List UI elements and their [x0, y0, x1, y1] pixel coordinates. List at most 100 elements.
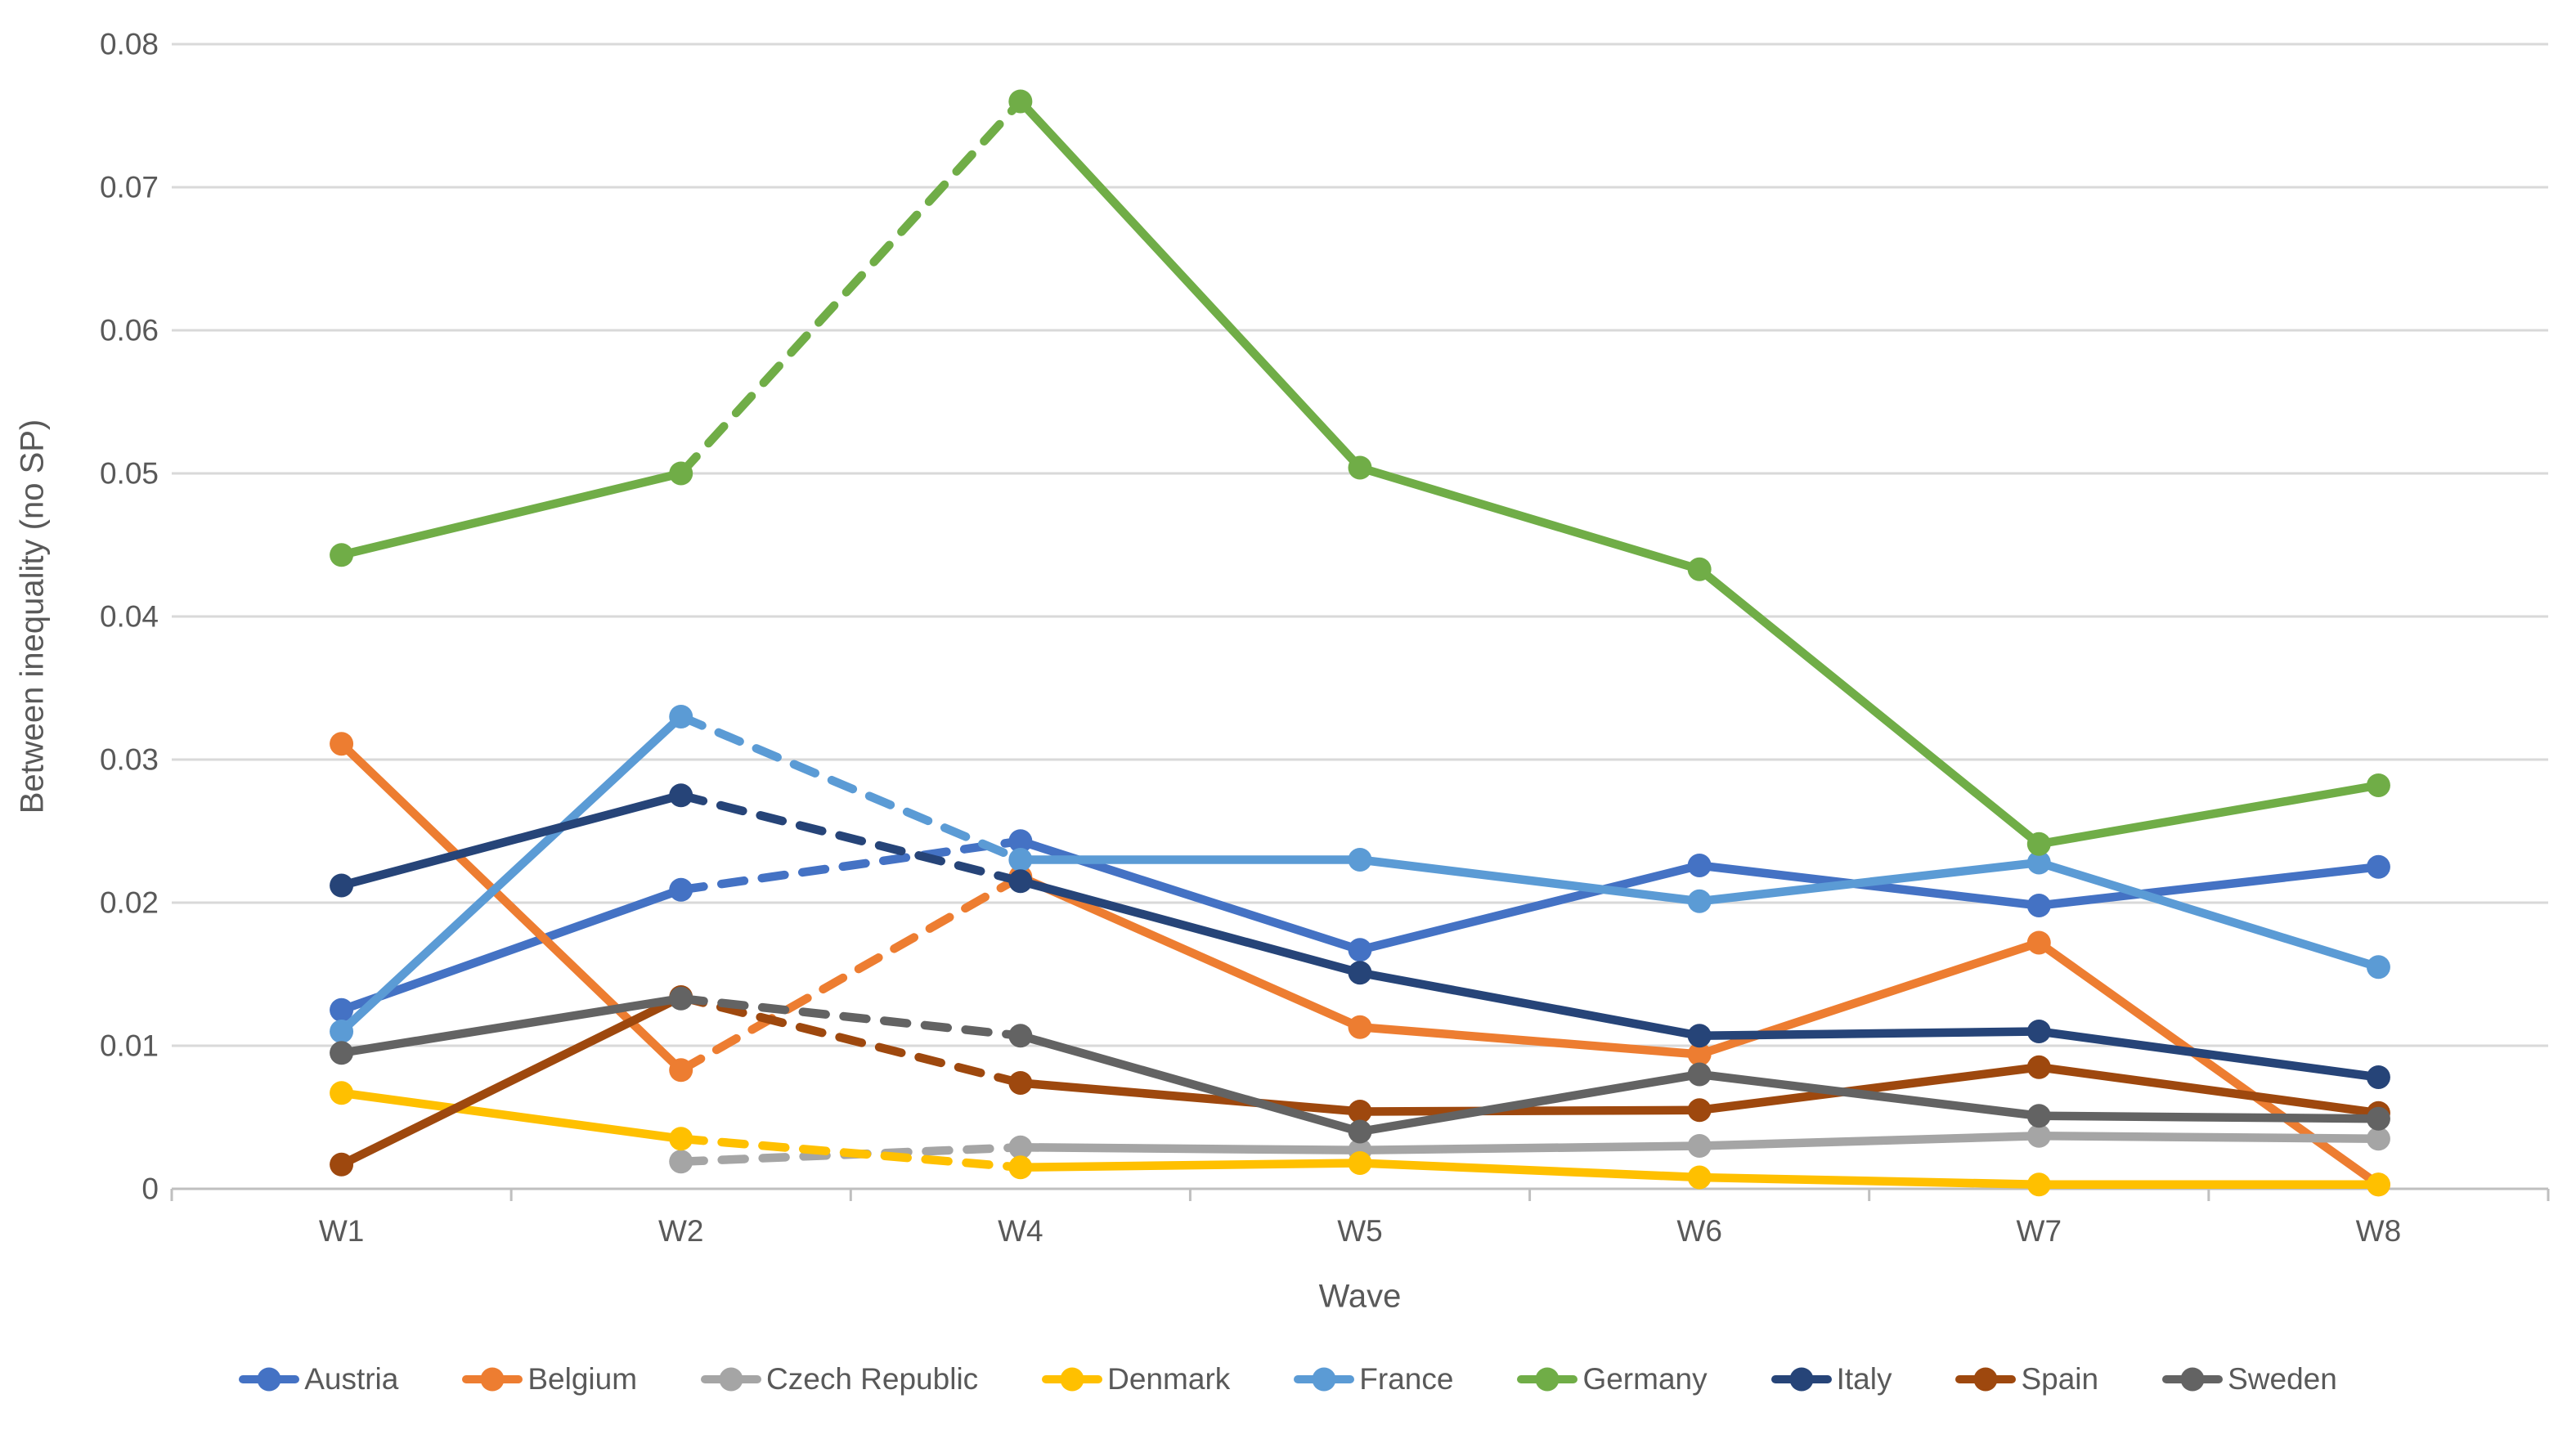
- data-point-denmark-w2: [669, 1127, 693, 1151]
- legend-item-denmark: Denmark: [1042, 1362, 1230, 1396]
- data-point-denmark-w1: [330, 1081, 354, 1105]
- data-point-spain-w5: [1348, 1100, 1372, 1123]
- legend-marker-icon: [239, 1367, 300, 1392]
- legend-dot-icon: [1060, 1367, 1084, 1392]
- series-segment-denmark: [1016, 1159, 1365, 1172]
- y-tick-label: 0.04: [100, 600, 159, 634]
- y-tick-label: 0: [141, 1172, 159, 1206]
- y-tick-label: 0.06: [100, 314, 159, 347]
- legend-item-austria: Austria: [239, 1362, 398, 1396]
- series-segment-austria: [337, 885, 685, 1015]
- data-point-sweden-w6: [1687, 1062, 1712, 1087]
- data-point-czech-republic-w8: [2366, 1127, 2390, 1151]
- data-point-austria-w7: [2026, 894, 2051, 917]
- data-point-denmark-w4: [1008, 1155, 1033, 1180]
- data-point-italy-w5: [1348, 961, 1372, 985]
- legend-marker-icon: [1770, 1367, 1832, 1392]
- data-point-austria-w2: [669, 877, 693, 902]
- series-segment-austria: [676, 836, 1025, 894]
- legend-marker-icon: [1042, 1367, 1103, 1392]
- data-point-france-w4: [1008, 848, 1033, 872]
- legend-label: France: [1359, 1362, 1454, 1396]
- data-point-austria-w4: [1008, 829, 1033, 854]
- x-tick-label: W6: [1676, 1214, 1722, 1248]
- data-point-italy-w8: [2366, 1065, 2390, 1089]
- series-segment-france: [337, 712, 685, 1036]
- legend-dot-icon: [2180, 1367, 2205, 1392]
- y-tick-label: 0.02: [100, 886, 159, 920]
- data-point-italy-w6: [1687, 1024, 1712, 1048]
- series-segment-sweden: [1355, 1069, 1704, 1136]
- series-segment-belgium: [337, 739, 685, 1074]
- legend-dot-icon: [1312, 1367, 1336, 1392]
- y-axis-title: Between inequality (no SP): [14, 419, 51, 814]
- x-tick-label: W5: [1337, 1214, 1383, 1248]
- data-point-france-w7: [2026, 850, 2051, 875]
- series-segment-sweden: [337, 994, 685, 1057]
- series-segment-denmark: [1355, 1159, 1704, 1182]
- series-segment-germany: [337, 468, 685, 559]
- legend-item-spain: Spain: [1955, 1362, 2098, 1396]
- series-segment-italy: [1016, 876, 1365, 977]
- data-point-spain-w6: [1687, 1098, 1712, 1123]
- data-point-austria-w8: [2366, 854, 2390, 879]
- data-point-germany-w4: [1008, 89, 1033, 114]
- data-point-spain-w1: [330, 1152, 354, 1177]
- series-segment-spain: [676, 993, 1025, 1087]
- series-segment-denmark: [676, 1134, 1025, 1172]
- data-point-denmark-w6: [1687, 1165, 1712, 1190]
- data-point-italy-w1: [330, 873, 354, 898]
- series-segment-sweden: [1016, 1031, 1365, 1136]
- legend-label: Denmark: [1107, 1362, 1231, 1396]
- series-segment-belgium: [676, 872, 1025, 1074]
- x-tick-label: W2: [658, 1214, 704, 1248]
- y-tick-label: 0.07: [100, 171, 159, 204]
- series-segment-germany: [676, 96, 1025, 478]
- data-point-sweden-w8: [2366, 1106, 2390, 1131]
- legend-marker-icon: [1517, 1367, 1578, 1392]
- data-point-sweden-w1: [330, 1041, 354, 1065]
- data-point-france-w5: [1348, 848, 1372, 872]
- data-point-denmark-w8: [2366, 1172, 2390, 1197]
- data-point-france-w1: [330, 1020, 354, 1043]
- series-segment-italy: [337, 791, 685, 890]
- series-segment-italy: [2035, 1027, 2383, 1082]
- legend-label: Belgium: [527, 1362, 638, 1396]
- legend-dot-icon: [257, 1367, 281, 1392]
- series-segment-belgium: [1016, 872, 1365, 1032]
- data-point-spain-w7: [2026, 1055, 2051, 1079]
- series-segment-denmark: [337, 1088, 685, 1143]
- data-point-sweden-w4: [1008, 1024, 1033, 1048]
- series-segment-spain: [2035, 1063, 2383, 1118]
- legend-label: Sweden: [2228, 1362, 2337, 1396]
- data-point-italy-w2: [669, 783, 693, 808]
- data-point-france-w2: [669, 705, 693, 728]
- series-segment-czech-republic: [1016, 1143, 1365, 1154]
- data-point-belgium-w6: [1687, 1042, 1712, 1066]
- series-segment-germany: [1694, 565, 2044, 849]
- series-segment-italy: [676, 791, 1025, 885]
- data-point-italy-w7: [2026, 1020, 2051, 1043]
- series-segment-czech-republic: [1355, 1141, 1704, 1154]
- series-segment-spain: [337, 993, 685, 1169]
- legend-label: Spain: [2021, 1362, 2099, 1396]
- series-segment-france: [2035, 858, 2383, 971]
- y-tick-label: 0.05: [100, 457, 159, 491]
- x-tick-label: W8: [2356, 1214, 2402, 1248]
- legend-item-germany: Germany: [1517, 1362, 1708, 1396]
- data-point-belgium-w2: [669, 1058, 693, 1083]
- y-tick-label: 0.08: [100, 28, 159, 61]
- legend-label: Czech Republic: [766, 1362, 979, 1396]
- series-segment-austria: [2035, 863, 2383, 910]
- data-point-czech-republic-w7: [2026, 1123, 2051, 1148]
- legend-marker-icon: [1294, 1367, 1355, 1392]
- data-point-belgium-w1: [330, 732, 354, 756]
- data-point-denmark-w5: [1348, 1151, 1372, 1175]
- series-segment-germany: [2035, 781, 2383, 849]
- legend-item-italy: Italy: [1770, 1362, 1892, 1396]
- series-segment-sweden: [2035, 1111, 2383, 1123]
- x-tick-label: W4: [998, 1214, 1043, 1248]
- series-segment-sweden: [676, 994, 1025, 1040]
- legend-dot-icon: [1789, 1367, 1814, 1392]
